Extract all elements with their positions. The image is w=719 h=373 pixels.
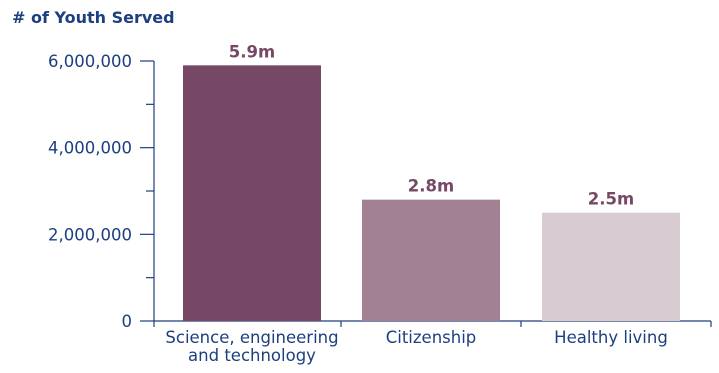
y-tick-label: 2,000,000 [48,225,132,244]
data-label: 2.5m [588,190,634,209]
bar [542,212,680,321]
x-category-label: Science, engineering [165,328,338,347]
x-category-label: Healthy living [554,328,668,347]
data-label: 2.8m [408,177,454,196]
x-category-label: Citizenship [386,328,477,347]
x-category-label: and technology [188,346,316,365]
data-label: 5.9m [229,42,275,61]
bar [183,65,321,321]
y-axis-title: # of Youth Served [12,8,175,27]
y-tick-label: 4,000,000 [48,139,132,158]
y-tick-label: 6,000,000 [48,52,132,71]
bar [362,199,500,321]
y-tick-label: 0 [122,312,133,331]
data-labels: 5.9m 2.8m 2.5m [229,42,634,208]
bars [183,65,680,321]
